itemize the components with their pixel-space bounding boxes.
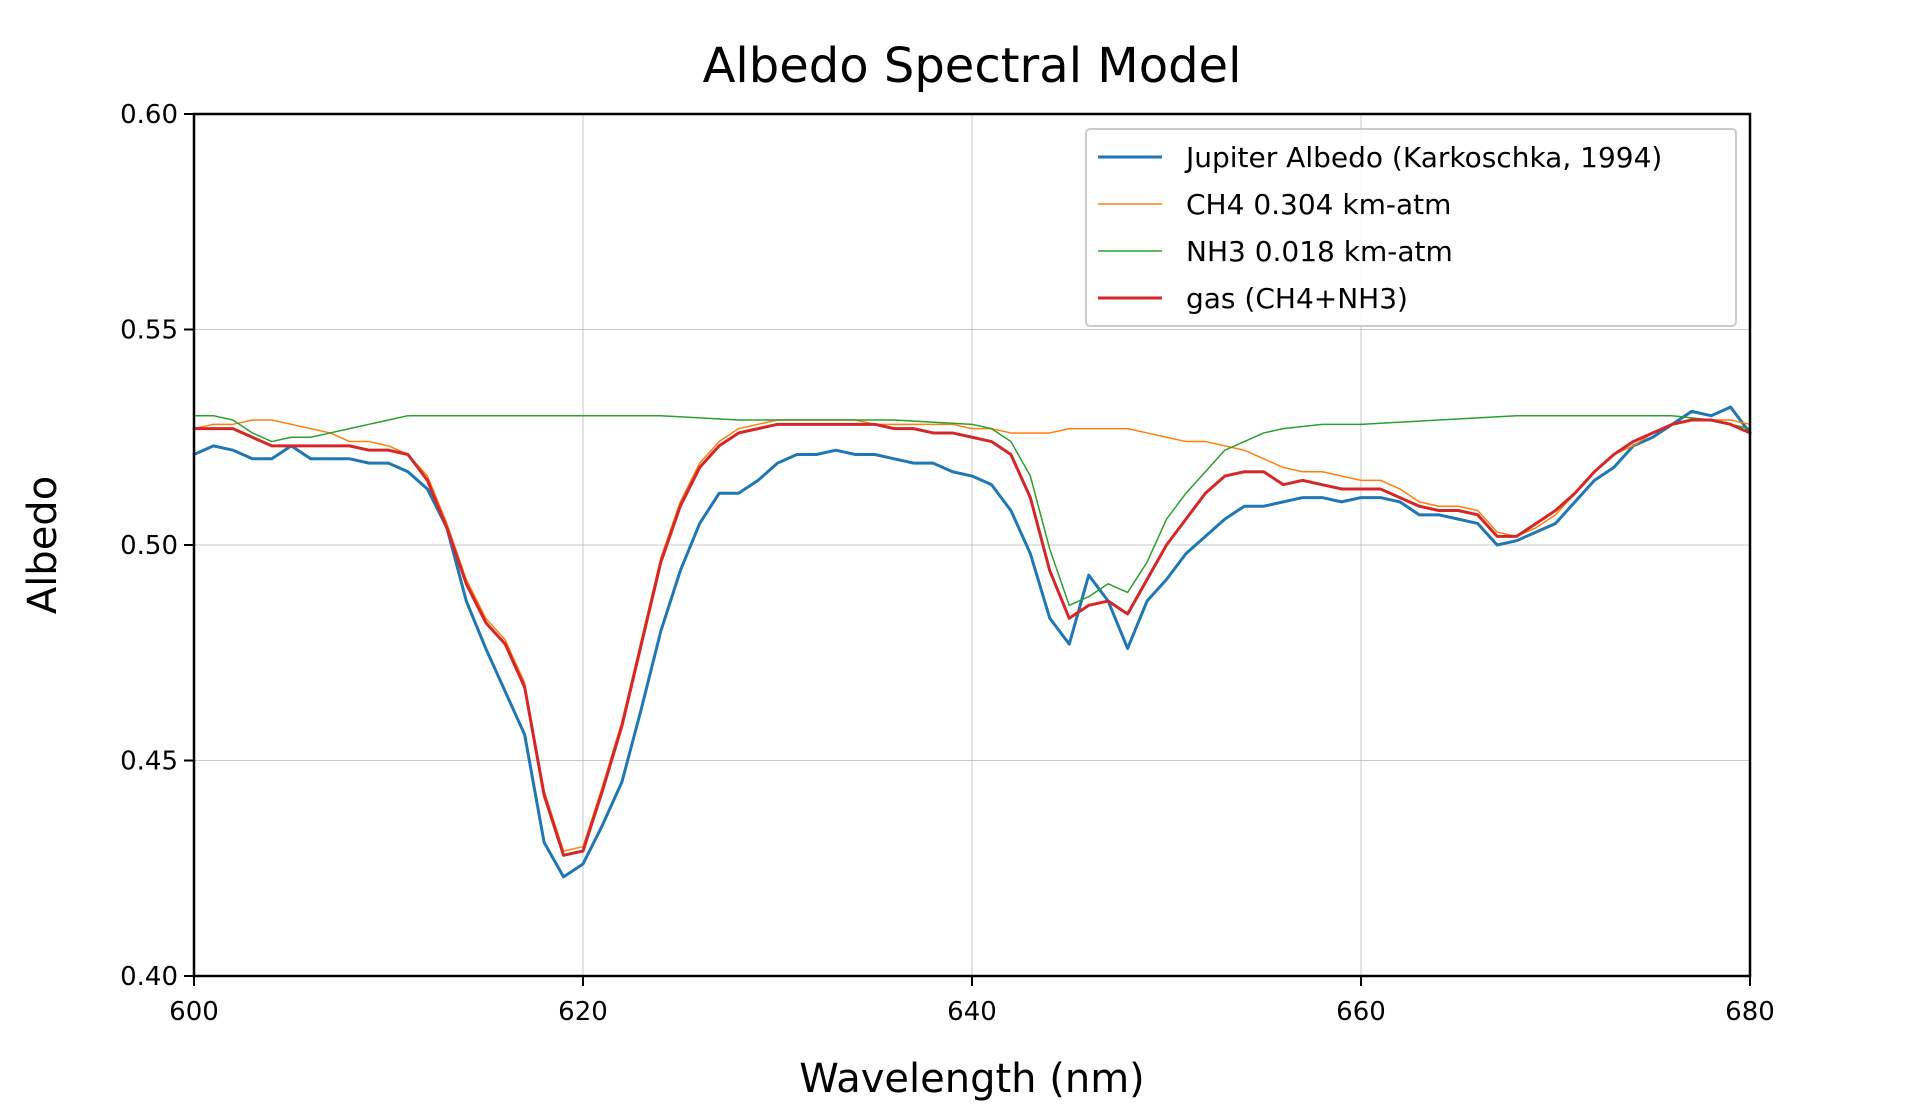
legend-label: gas (CH4+NH3) (1186, 282, 1408, 315)
series-line-0 (192, 405, 1752, 879)
chart-title: Albedo Spectral Model (703, 38, 1242, 94)
x-tick-label: 680 (1725, 997, 1775, 1027)
y-tick-label: 0.55 (120, 316, 178, 346)
legend: Jupiter Albedo (Karkoschka, 1994) CH4 0.3… (1085, 128, 1737, 327)
legend-label: CH4 0.304 km-atm (1186, 188, 1451, 221)
x-tick-label: 600 (169, 997, 219, 1027)
y-tick-label: 0.60 (120, 100, 178, 130)
y-tick-label: 0.45 (120, 747, 178, 777)
legend-box (1085, 128, 1737, 327)
legend-label: Jupiter Albedo (Karkoschka, 1994) (1184, 141, 1662, 174)
x-tick-label: 640 (947, 997, 997, 1027)
x-tick-label: 620 (558, 997, 608, 1027)
y-tick-label: 0.40 (120, 962, 178, 992)
x-axis-title: Wavelength (nm) (799, 1056, 1145, 1102)
y-tick-label: 0.50 (120, 531, 178, 561)
series-line-2 (193, 414, 1751, 607)
y-axis-title: Albedo (20, 476, 66, 614)
series-line-3 (192, 418, 1752, 857)
axis-ticks: 600 620 640 660 680 0.40 0.45 0.50 0.55 0.60 (120, 100, 1775, 1027)
legend-label: NH3 0.018 km-atm (1186, 235, 1453, 268)
x-tick-label: 660 (1336, 997, 1386, 1027)
series-lines (192, 405, 1752, 879)
